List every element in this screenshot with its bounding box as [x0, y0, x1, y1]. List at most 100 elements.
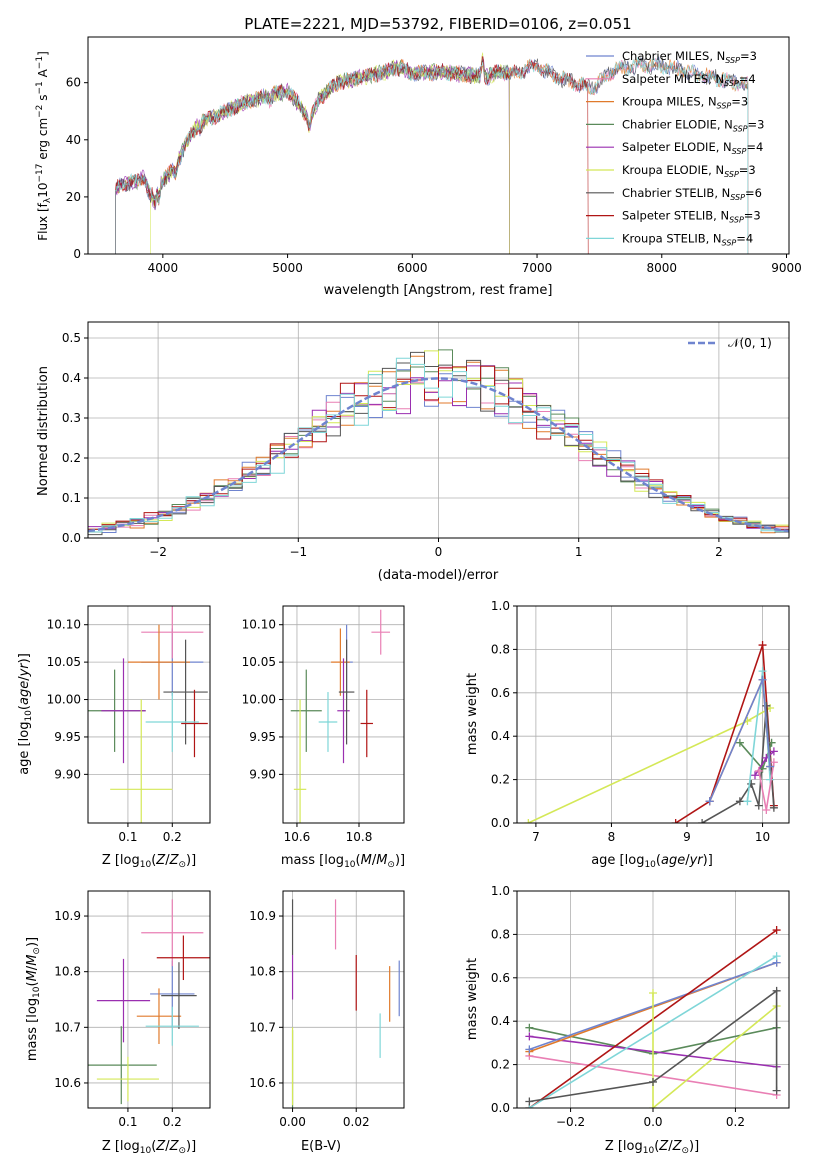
- age_vs_Z-ytick-label: 10.05: [47, 655, 81, 669]
- errorbar-salpeter-stelib: [156, 935, 210, 981]
- weight_vs_Z-ytick-label: 0.6: [491, 971, 510, 985]
- weight-marker-kroupa-elodie: [649, 988, 657, 997]
- weight-marker-chabrier-miles: [525, 1045, 534, 1054]
- age_vs_mass-ytick-label: 9.95: [249, 730, 276, 744]
- age-vs-metallicity-xlabel: Z [log10(Z/Z⊙)]: [102, 853, 196, 870]
- weight_vs_age-ytick-label: 0.2: [491, 773, 510, 787]
- weight-marker-chabrier-elodie: [767, 738, 776, 747]
- errorbar-kroupa-stelib: [318, 692, 338, 752]
- legend-label-chabrier-stelib: Chabrier STELIB, NSSP=6: [622, 186, 762, 202]
- weight-vs-age-xlabel: age [log10(age/yr)]: [591, 853, 713, 870]
- spectrum-line-salpeter-elodie: [115, 56, 510, 254]
- mass_vs_Z-xtick-label: 0.1: [118, 1115, 137, 1129]
- errorbar-kroupa-stelib: [145, 692, 199, 752]
- spectrum-xtick-label: 4000: [148, 261, 179, 275]
- age_vs_Z-ytick-label: 9.95: [54, 730, 81, 744]
- age_vs_Z-frame: [87, 605, 211, 824]
- weight-marker-chabrier-stelib: [772, 986, 781, 995]
- weight-marker-kroupa-elodie: [524, 819, 533, 823]
- mass_vs_EBV-ytick-label: 10.7: [249, 1020, 276, 1034]
- legend-label-salpeter-elodie: Salpeter ELODIE, NSSP=4: [622, 140, 763, 156]
- age_vs_Z-xtick-label: 0.1: [118, 830, 137, 844]
- weight_vs_age-ytick-label: 0.4: [491, 729, 510, 743]
- mass_vs_EBV-frame: [282, 890, 405, 1109]
- weight-marker-chabrier-stelib: [525, 1097, 534, 1106]
- age-vs-mass-errorbars: [283, 606, 404, 823]
- gaussian-curve: [88, 377, 789, 533]
- weight_vs_age-frame: [516, 605, 790, 824]
- weight_vs_Z-xtick-label: 0.0: [643, 1115, 662, 1129]
- weight-marker-kroupa-stelib: [758, 667, 767, 676]
- residual-histogram-kroupa-stelib: [88, 357, 789, 533]
- residuals-histograms: [88, 322, 789, 538]
- spectrum-xlabel: wavelength [Angstrom, rest frame]: [324, 283, 553, 298]
- spectrum-ytick-label: 60: [66, 76, 81, 90]
- mass_vs_Z-xtick-label: 0.2: [163, 1115, 182, 1129]
- errorbar-salpeter-stelib: [360, 689, 373, 758]
- residuals-ytick-label: 0.4: [62, 371, 81, 385]
- weight-vs-metallicity-lines: [517, 891, 789, 1108]
- age-vs-metallicity-errorbars: [88, 606, 210, 823]
- weight-line-chabrier-stelib: [529, 989, 778, 1103]
- weight_vs_age-ytick-label: 1.0: [491, 599, 510, 613]
- weight-vs-metallicity-axes: −0.2 0.0 0.2 0.0 0.2 0.4 0.6 0.8 1.0: [491, 884, 790, 1129]
- age-vs-metallicity-panel: 0.1 0.2 9.90 9.95 10.00 10.05 10.10 Z [log10(Z…: [17, 605, 211, 870]
- residuals-xtick-label: 2: [715, 545, 723, 559]
- mass-vs-metallicity-errorbars: [88, 891, 210, 1108]
- weight-marker-salpeter-elodie: [769, 747, 778, 756]
- weight_vs_age-xtick-label: 7: [532, 830, 540, 844]
- errorbar-kroupa-miles: [136, 988, 182, 1045]
- mass_vs_Z-ytick-label: 10.8: [54, 965, 81, 979]
- weight-marker-kroupa-stelib: [743, 797, 752, 806]
- spectrum-ylabel: Flux [fλ10−17 erg cm−2 s−1 A−1]: [35, 51, 53, 241]
- age_vs_Z-ytick-label: 10.00: [47, 693, 81, 707]
- spectrum-xtick-label: 5000: [272, 261, 303, 275]
- spectrum-line-kroupa-miles: [115, 58, 749, 254]
- weight_vs_Z-ytick-label: 1.0: [491, 884, 510, 898]
- weight-marker-chabrier-elodie: [525, 1023, 534, 1032]
- spectrum-xtick-label: 8000: [646, 261, 677, 275]
- errorbar-salpeter-miles: [141, 899, 204, 967]
- legend-label-salpeter-miles: Salpeter MILES, NSSP=4: [622, 72, 756, 88]
- weight-vs-metallicity-ylabel: mass weight: [465, 958, 480, 1040]
- weight-marker-salpeter-stelib: [671, 819, 680, 823]
- weight_vs_Z-ytick-label: 0.2: [491, 1058, 510, 1072]
- mass_vs_Z-frame: [87, 890, 211, 1109]
- weight_vs_age-ytick-label: 0.6: [491, 686, 510, 700]
- spectrum-ytick-label: 20: [66, 190, 81, 204]
- weight-marker-salpeter-miles: [754, 766, 763, 775]
- mass-vs-extinction-xlabel: E(B-V): [301, 1139, 341, 1154]
- residuals-ytick-label: 0.3: [62, 411, 81, 425]
- mass_vs_EBV-ytick-label: 10.6: [249, 1076, 276, 1090]
- residuals-ytick-label: 0.0: [62, 531, 81, 545]
- age-vs-mass-xlabel: mass [log10(M/M⊙)]: [281, 853, 405, 870]
- errorbar-chabrier-elodie: [290, 669, 322, 752]
- weight-vs-age-lines: [517, 606, 789, 823]
- spectrum-legend: Chabrier MILES, NSSP=3 Salpeter MILES, NS…: [586, 49, 764, 247]
- mass_vs_Z-ytick-label: 10.7: [54, 1020, 81, 1034]
- mass-vs-metallicity-xlabel: Z [log10(Z/Z⊙)]: [102, 1139, 196, 1156]
- weight-vs-metallicity-xlabel: Z [log10(Z/Z⊙)]: [605, 1139, 699, 1156]
- age_vs_Z-xtick-label: 0.2: [163, 830, 182, 844]
- weight-line-chabrier-stelib: [701, 705, 775, 823]
- errorbar-salpeter-elodie: [96, 958, 151, 1043]
- weight-marker-salpeter-miles: [762, 805, 771, 814]
- residuals-xtick-label: 1: [575, 545, 583, 559]
- weight-marker-chabrier-miles: [705, 797, 714, 806]
- weight-marker-chabrier-stelib: [735, 797, 744, 806]
- legend-label-chabrier-elodie: Chabrier ELODIE, NSSP=3: [622, 117, 764, 133]
- weight-marker-salpeter-stelib: [758, 641, 767, 650]
- weight_vs_Z-xtick-label: −0.2: [556, 1115, 585, 1129]
- residuals-xlabel: (data-model)/error: [378, 568, 499, 583]
- mass_vs_EBV-ytick-label: 10.8: [249, 965, 276, 979]
- weight-marker-salpeter-elodie: [751, 771, 759, 780]
- errorbar-salpeter-miles: [371, 609, 391, 655]
- weight-marker-chabrier-stelib: [747, 779, 756, 788]
- weight-marker-chabrier-stelib: [649, 1077, 657, 1086]
- weight_vs_age-xtick-label: 9: [683, 830, 691, 844]
- age_vs_mass-xtick-label: 10.6: [284, 830, 311, 844]
- weight-marker-chabrier-stelib: [698, 819, 707, 823]
- mass_vs_EBV-xtick-label: 0.00: [279, 1115, 306, 1129]
- mass-vs-metallicity-axes: 0.1 0.2 10.6 10.7 10.8 10.9: [54, 890, 211, 1129]
